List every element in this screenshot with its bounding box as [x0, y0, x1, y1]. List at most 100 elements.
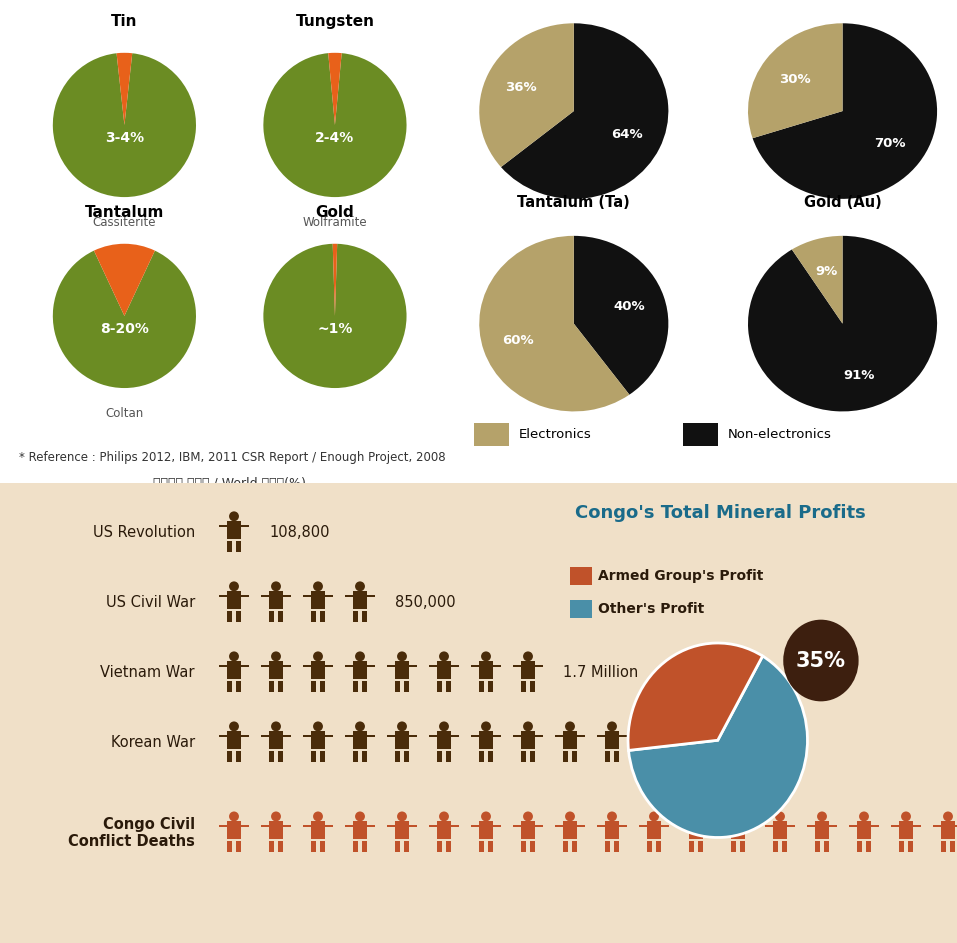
Bar: [493, 665, 501, 668]
Wedge shape: [501, 24, 668, 199]
Bar: [219, 595, 227, 597]
Bar: [241, 524, 249, 527]
Bar: [493, 735, 501, 737]
Bar: [353, 661, 367, 679]
Bar: [535, 735, 543, 737]
Bar: [283, 665, 291, 668]
Bar: [522, 732, 535, 749]
Bar: [451, 735, 459, 737]
Bar: [815, 841, 820, 852]
Bar: [395, 732, 409, 749]
Bar: [278, 752, 283, 762]
Circle shape: [733, 812, 743, 821]
Bar: [614, 752, 619, 762]
Bar: [891, 825, 900, 827]
Bar: [689, 841, 694, 852]
Circle shape: [229, 652, 239, 661]
Circle shape: [607, 721, 617, 732]
Circle shape: [481, 652, 491, 661]
Bar: [227, 521, 241, 538]
Bar: [488, 841, 493, 852]
Bar: [829, 825, 837, 827]
Bar: [367, 665, 375, 668]
Text: 70%: 70%: [874, 137, 905, 150]
Bar: [522, 821, 535, 838]
Bar: [227, 841, 232, 852]
Wedge shape: [328, 53, 342, 124]
Bar: [522, 681, 526, 692]
Text: 40%: 40%: [613, 300, 645, 313]
Bar: [345, 735, 353, 737]
Circle shape: [355, 721, 365, 732]
Circle shape: [481, 812, 491, 821]
Text: 35%: 35%: [796, 651, 846, 670]
Text: 60%: 60%: [502, 334, 534, 347]
Bar: [683, 423, 718, 446]
Bar: [429, 825, 437, 827]
Bar: [782, 841, 787, 852]
Bar: [387, 665, 395, 668]
Bar: [362, 841, 367, 852]
Bar: [278, 611, 283, 621]
Bar: [773, 821, 787, 838]
Bar: [661, 825, 669, 827]
Wedge shape: [479, 236, 630, 411]
Bar: [513, 825, 522, 827]
Bar: [689, 732, 702, 749]
Bar: [857, 821, 871, 838]
Bar: [437, 752, 442, 762]
Wedge shape: [479, 24, 574, 167]
Bar: [745, 825, 753, 827]
Bar: [269, 752, 274, 762]
Bar: [227, 681, 232, 692]
Bar: [657, 752, 661, 762]
Bar: [577, 825, 585, 827]
Bar: [345, 595, 353, 597]
Bar: [479, 841, 484, 852]
Wedge shape: [53, 251, 196, 388]
Bar: [605, 752, 610, 762]
Bar: [479, 732, 493, 749]
Bar: [345, 825, 353, 827]
Bar: [236, 611, 241, 621]
Bar: [395, 821, 409, 838]
Bar: [324, 665, 333, 668]
Bar: [577, 735, 585, 737]
Bar: [471, 735, 479, 737]
Bar: [353, 732, 367, 749]
Bar: [530, 681, 535, 692]
Text: Tantalum: Tantalum: [85, 206, 164, 221]
Bar: [404, 681, 409, 692]
Circle shape: [691, 721, 701, 732]
Wedge shape: [574, 236, 668, 395]
Bar: [429, 735, 437, 737]
Circle shape: [313, 582, 323, 591]
Bar: [563, 752, 568, 762]
Bar: [395, 752, 400, 762]
Bar: [647, 752, 652, 762]
Circle shape: [397, 652, 407, 661]
Bar: [605, 841, 610, 852]
Bar: [933, 825, 941, 827]
Bar: [555, 825, 563, 827]
Text: Tantalum (Ta): Tantalum (Ta): [518, 195, 631, 210]
Bar: [451, 825, 459, 827]
Text: Gold: Gold: [316, 206, 354, 221]
Bar: [345, 665, 353, 668]
Bar: [395, 681, 400, 692]
Bar: [572, 841, 577, 852]
Wedge shape: [791, 236, 842, 323]
Bar: [367, 595, 375, 597]
Bar: [236, 752, 241, 762]
Bar: [219, 825, 227, 827]
Bar: [409, 665, 417, 668]
Wedge shape: [263, 244, 407, 388]
Bar: [661, 735, 669, 737]
Bar: [437, 821, 451, 838]
Bar: [320, 611, 324, 621]
FancyBboxPatch shape: [12, 12, 447, 450]
Circle shape: [397, 812, 407, 821]
Bar: [303, 595, 311, 597]
Bar: [563, 821, 577, 838]
Bar: [572, 752, 577, 762]
